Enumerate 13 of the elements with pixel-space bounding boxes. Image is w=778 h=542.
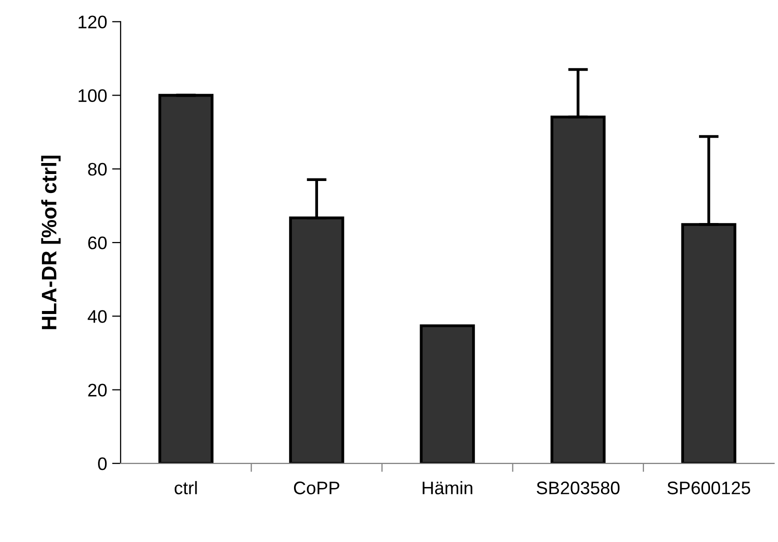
x-tick-label: ctrl [174,481,197,494]
y-tick-label: 40 [88,310,107,323]
x-tick-label: CoPP [294,482,340,494]
y-tick-label: 100 [78,89,107,102]
y-tick-label: 120 [78,16,107,28]
x-tick-label: SB203580 [536,482,620,494]
y-tick-label: 60 [88,236,107,250]
y-tick-label: 0 [98,457,107,470]
y-tick-label: 80 [88,162,107,176]
x-tick-label: SP600125 [667,482,750,494]
y-tick-label: 20 [88,384,107,397]
y-axis-title: HLA-DR [%of ctrl] [41,156,61,330]
x-tick-label: Hämin [422,481,472,494]
